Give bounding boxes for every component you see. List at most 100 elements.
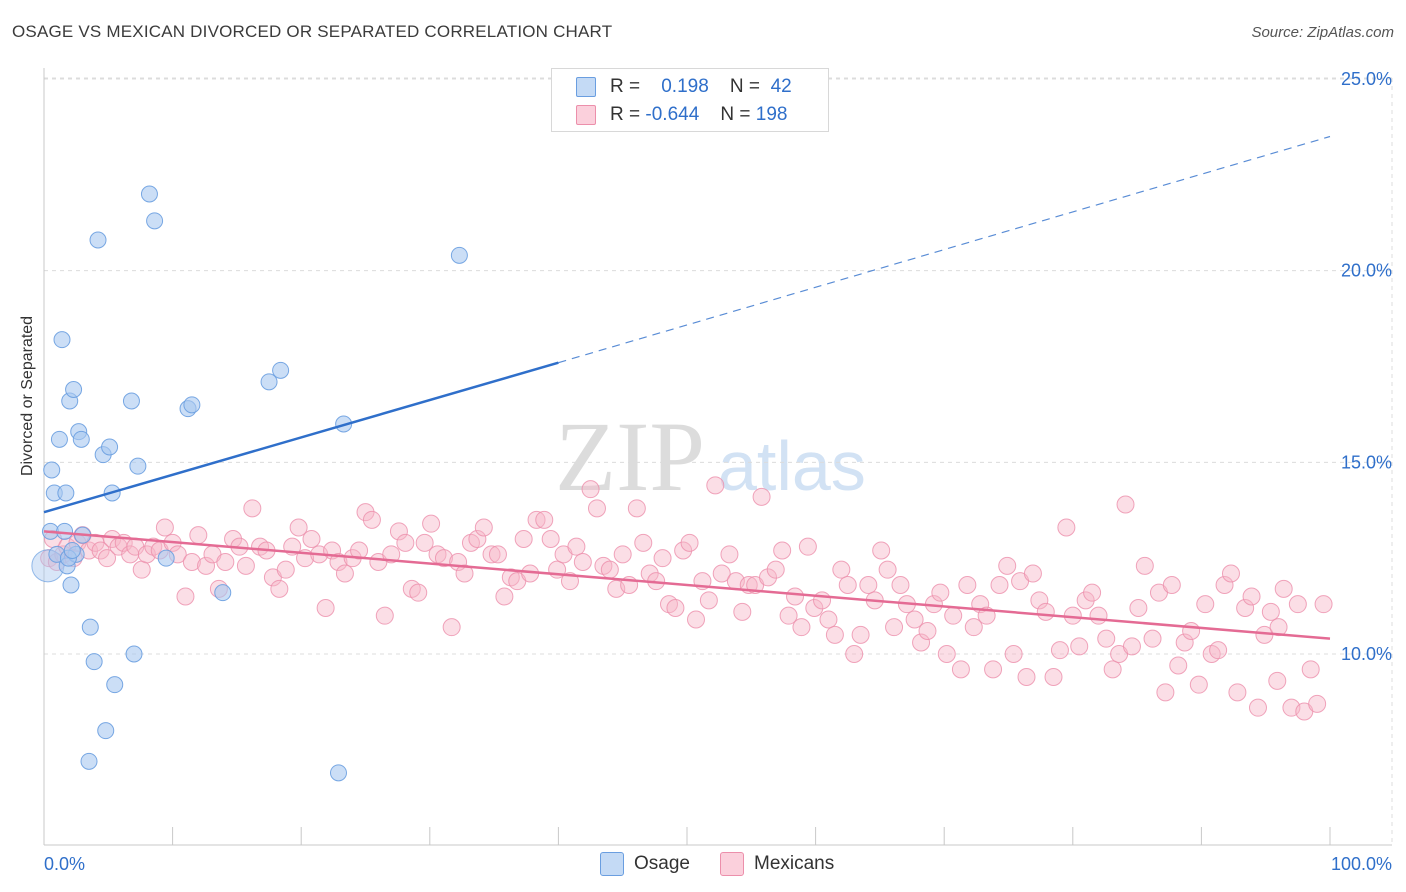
data-point-mexicans [792,618,811,637]
watermark-zip: ZIP [555,401,705,512]
data-point-mexicans [289,518,308,537]
data-point-mexicans [832,560,851,579]
axes [43,68,1392,846]
data-point-mexicans [1122,637,1141,656]
data-point-mexicans [786,587,805,606]
data-point-mexicans [1242,587,1261,606]
data-point-mexicans [1070,637,1089,656]
data-point-mexicans [189,526,208,545]
data-point-mexicans [236,556,255,575]
trend-line-mexicans [43,530,1331,640]
source-label: Source: ZipAtlas.com [1251,24,1394,41]
data-point-mexicans [653,549,672,568]
data-point-osage [329,764,347,782]
data-point-mexicans [527,510,546,529]
data-point-mexicans [103,530,122,548]
data-point-mexicans [182,553,201,571]
data-point-mexicans [1268,671,1287,690]
legend-item-osage[interactable]: Osage [600,852,690,876]
data-point-mexicans [573,553,592,571]
series-osage-points [31,185,468,782]
data-point-mexicans [1076,591,1095,610]
data-point-osage [65,381,83,398]
data-point-mexicans [1209,641,1228,660]
data-point-mexicans [1156,683,1175,702]
data-point-mexicans [1182,622,1201,640]
data-point-mexicans [905,610,924,629]
data-point-mexicans [937,645,956,663]
data-point-osage [89,231,107,249]
data-point-osage [63,542,81,559]
data-point-mexicans [316,599,335,617]
data-point-osage [129,457,147,475]
data-point-mexicans [396,533,415,552]
trend-line-osage-extension [558,135,1331,364]
data-point-osage [43,461,61,479]
data-point-mexicans [1143,629,1162,648]
watermark-atlas: atlas [718,427,866,505]
data-point-mexicans [680,533,699,552]
data-point-mexicans [1228,683,1247,702]
data-point-mexicans [1017,668,1036,686]
data-point-mexicans [634,533,653,552]
data-point-mexicans [1116,495,1135,514]
data-point-osage [53,331,71,349]
chart-title: OSAGE VS MEXICAN DIVORCED OR SEPARATED C… [12,22,613,41]
data-point-mexicans [1196,595,1215,614]
data-point-mexicans [944,606,963,625]
data-point-mexicans [1248,698,1267,717]
data-point-mexicans [687,610,706,629]
data-point-mexicans [990,576,1009,594]
data-point-mexicans [1221,564,1240,583]
data-point-mexicans [1057,518,1076,537]
data-point-osage [50,430,68,448]
data-point-mexicans [813,591,832,610]
data-point-mexicans [1308,694,1327,713]
watermark: ZIP atlas [555,401,866,512]
legend-label-mexicans: Mexicans [754,853,835,874]
data-point-mexicans [1215,576,1234,594]
data-point-mexicans [541,530,560,548]
data-point-mexicans [845,645,864,663]
y-tick-label: 10.0% [1341,644,1392,664]
data-point-mexicans [1004,645,1023,663]
data-point-mexicans [984,660,1003,679]
trend-lines [43,135,1331,640]
data-point-mexicans [276,560,295,579]
data-point-mexicans [1030,591,1049,610]
data-point-osage [140,185,158,203]
y-tick-label: 25.0% [1341,69,1392,89]
data-point-mexicans [878,560,897,579]
data-point-mexicans [535,510,554,529]
data-point-mexicans [1261,602,1280,621]
data-point-mexicans [176,587,195,606]
data-point-mexicans [885,618,904,637]
data-point-mexicans [474,518,493,537]
data-point-mexicans [1274,579,1293,598]
data-point-mexicans [197,556,216,575]
data-point-osage [106,676,124,694]
data-point-mexicans [931,583,950,602]
data-point-mexicans [1288,595,1307,614]
data-point-mexicans [482,545,501,564]
data-point-mexicans [1269,618,1288,637]
data-point-mexicans [1103,660,1122,679]
data-point-mexicans [851,625,870,644]
legend-r-value-mexicans: -0.644 [645,104,700,125]
data-point-mexicans [132,560,151,579]
tick-labels: 10.0% 15.0% 20.0% 25.0% 0.0% 100.0% [44,69,1392,874]
data-point-osage [62,576,80,594]
data-point-osage [80,752,98,770]
data-point-mexicans [1169,656,1188,675]
data-point-mexicans [1050,641,1069,660]
data-point-mexicans [155,518,174,537]
data-point-mexicans [825,625,844,644]
data-point-mexicans [859,576,878,594]
data-point-mexicans [1314,595,1333,614]
data-point-mexicans [627,499,646,518]
legend-item-mexicans[interactable]: Mexicans [720,852,834,876]
data-point-osage [57,484,75,502]
data-point-mexicans [1162,576,1181,594]
data-point-mexicans [720,545,739,564]
